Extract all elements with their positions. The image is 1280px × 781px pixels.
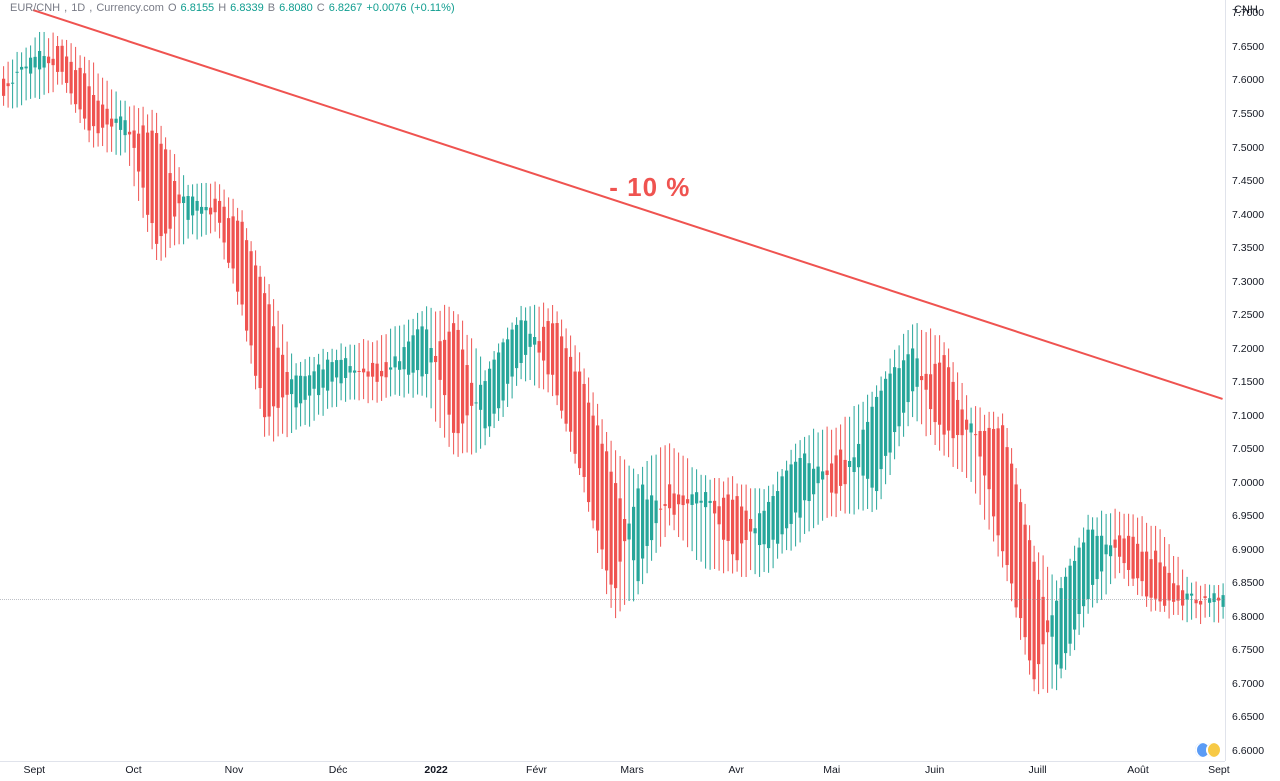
y-tick-label: 7.3500	[1232, 242, 1264, 254]
x-tick-label: Nov	[225, 764, 244, 776]
y-tick-label: 6.8000	[1232, 611, 1264, 623]
interval[interactable]: 1D	[71, 2, 85, 14]
y-tick-label: 7.4000	[1232, 209, 1264, 221]
y-tick-label: 6.6000	[1232, 745, 1264, 757]
c-value: 6.8267	[329, 2, 363, 14]
adjust-log-icon[interactable]	[1206, 743, 1220, 757]
x-tick-label: Juin	[925, 764, 944, 776]
symbol[interactable]: EUR/CNH	[10, 2, 60, 14]
o-value: 6.8155	[181, 2, 215, 14]
y-tick-label: 7.7000	[1232, 7, 1264, 19]
x-tick-label: Sept	[23, 764, 45, 776]
y-tick-label: 6.6500	[1232, 711, 1264, 723]
y-tick-label: 6.7000	[1232, 678, 1264, 690]
y-tick-label: 7.0500	[1232, 443, 1264, 455]
source[interactable]: Currency.com	[96, 2, 164, 14]
y-tick-label: 6.9500	[1232, 510, 1264, 522]
x-tick-label: Déc	[329, 764, 348, 776]
c-label: C	[317, 2, 325, 14]
change-value: +0.0076	[366, 2, 406, 14]
trendline[interactable]	[33, 10, 1222, 399]
y-tick-label: 6.7500	[1232, 644, 1264, 656]
b-label: B	[268, 2, 275, 14]
y-tick-label: 6.9000	[1232, 544, 1264, 556]
x-tick-label: Juill	[1029, 764, 1047, 776]
chart-header: EUR/CNH, 1D, Currency.com O6.8155 H6.833…	[10, 2, 455, 14]
change-pct: (+0.11%)	[410, 2, 454, 14]
y-tick-label: 7.5500	[1232, 108, 1264, 120]
x-tick-label: Août	[1127, 764, 1149, 776]
x-tick-label: 2022	[424, 764, 447, 776]
y-tick-label: 7.6000	[1232, 74, 1264, 86]
y-tick-label: 7.4500	[1232, 175, 1264, 187]
h-value: 6.8339	[230, 2, 264, 14]
x-tick-label: Sept	[1208, 764, 1230, 776]
y-tick-label: 7.2500	[1232, 309, 1264, 321]
b-value: 6.8080	[279, 2, 313, 14]
y-tick-label: 7.1500	[1232, 376, 1264, 388]
x-axis: Sept Oct Nov Déc 2022 Févr Mars Avr Mai Juin Juill…	[0, 761, 1225, 781]
last-price-line	[0, 599, 1225, 600]
x-tick-label: Avr	[728, 764, 744, 776]
y-axis: CNH 6.60006.65006.70006.75006.80006.8500…	[1225, 0, 1280, 761]
y-tick-label: 6.8500	[1232, 577, 1264, 589]
candlestick-canvas	[0, 0, 1225, 761]
y-tick-label: 7.0000	[1232, 477, 1264, 489]
x-tick-label: Oct	[125, 764, 141, 776]
x-tick-label: Mars	[620, 764, 643, 776]
x-tick-label: Févr	[526, 764, 547, 776]
y-tick-label: 7.3000	[1232, 276, 1264, 288]
y-tick-label: 7.1000	[1232, 410, 1264, 422]
x-tick-label: Mai	[823, 764, 840, 776]
y-tick-label: 7.5000	[1232, 142, 1264, 154]
o-label: O	[168, 2, 177, 14]
y-tick-label: 7.2000	[1232, 343, 1264, 355]
trend-annotation: - 10 %	[609, 172, 690, 203]
h-label: H	[218, 2, 226, 14]
y-tick-label: 7.6500	[1232, 41, 1264, 53]
corner-controls	[1195, 743, 1220, 757]
chart-area[interactable]: - 10 %	[0, 0, 1225, 761]
